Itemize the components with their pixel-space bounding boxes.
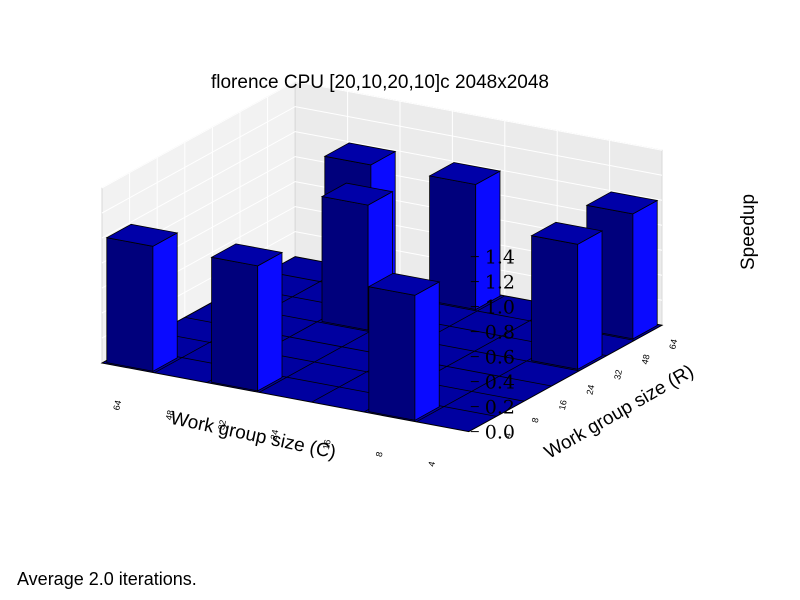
z-tick-label: 1.4 xyxy=(485,247,515,269)
y-tick-label: 32 xyxy=(612,369,624,381)
bar-front-face xyxy=(211,256,259,392)
bar-32-4 xyxy=(210,243,284,392)
bar-side-face xyxy=(577,230,603,370)
bar-8-4 xyxy=(367,272,441,421)
bar-24-64 xyxy=(428,162,502,311)
x-tick-label: 24 xyxy=(269,429,281,441)
z-tick-label: 0.2 xyxy=(485,397,515,419)
bar-top-face xyxy=(428,162,502,185)
y-tick-label: 16 xyxy=(557,399,569,411)
x-tick-label: 16 xyxy=(321,439,333,451)
bar-side-face xyxy=(414,281,440,421)
gridline-z xyxy=(101,106,663,214)
z-tick-label: 0.8 xyxy=(485,322,515,344)
y-tick-label: 48 xyxy=(640,353,652,365)
bar-top-face xyxy=(367,272,441,296)
gridline-z xyxy=(101,81,663,189)
z-tick-label: 0.0 xyxy=(485,422,515,444)
bar-side-face xyxy=(632,199,658,340)
y-tick-label: 64 xyxy=(667,338,679,350)
bar-front-face xyxy=(531,235,579,370)
y-tick-label: 8 xyxy=(530,417,541,424)
z-tick-label: 1.0 xyxy=(485,297,515,319)
bar-side-face xyxy=(152,232,178,372)
z-tick-label: 0.4 xyxy=(485,372,515,394)
z-tick-label: 0.6 xyxy=(485,347,515,369)
bar-top-face xyxy=(323,142,397,166)
gridline-z xyxy=(101,156,663,264)
x-axis-label: Work group size (C) xyxy=(169,408,338,464)
x-tick-label: 64 xyxy=(111,399,123,411)
bar-top-face xyxy=(210,243,284,267)
y-tick-label: 4 xyxy=(502,432,513,439)
bar-4-32 xyxy=(530,221,604,370)
footnote: Average 2.0 iterations. xyxy=(17,569,197,589)
chart-title: florence CPU [20,10,20,10]c 2048x2048 xyxy=(211,72,549,93)
bar-top-face xyxy=(530,221,604,245)
bar-top-face xyxy=(320,182,394,206)
bar-front-face xyxy=(321,196,369,331)
x-tick-label: 32 xyxy=(216,419,228,431)
tick-labels: 6448322416844816243248640.00.20.40.60.81… xyxy=(111,247,679,468)
x-tick-label: 4 xyxy=(426,461,437,468)
bar-group xyxy=(105,142,659,421)
bar-top-face xyxy=(105,223,179,247)
bar-front-face xyxy=(106,237,154,372)
bar-64-4 xyxy=(105,223,179,372)
bar-front-face xyxy=(368,286,416,421)
x-tick-label: 8 xyxy=(374,451,385,458)
z-tick-label: 1.2 xyxy=(485,272,515,294)
z-axis-label: Speedup xyxy=(738,194,759,270)
x-tick-label: 48 xyxy=(164,409,176,421)
gridline-z xyxy=(101,131,663,239)
y-tick-label: 24 xyxy=(585,384,597,396)
bar-side-face xyxy=(257,251,283,392)
bar-top-face xyxy=(585,191,659,215)
